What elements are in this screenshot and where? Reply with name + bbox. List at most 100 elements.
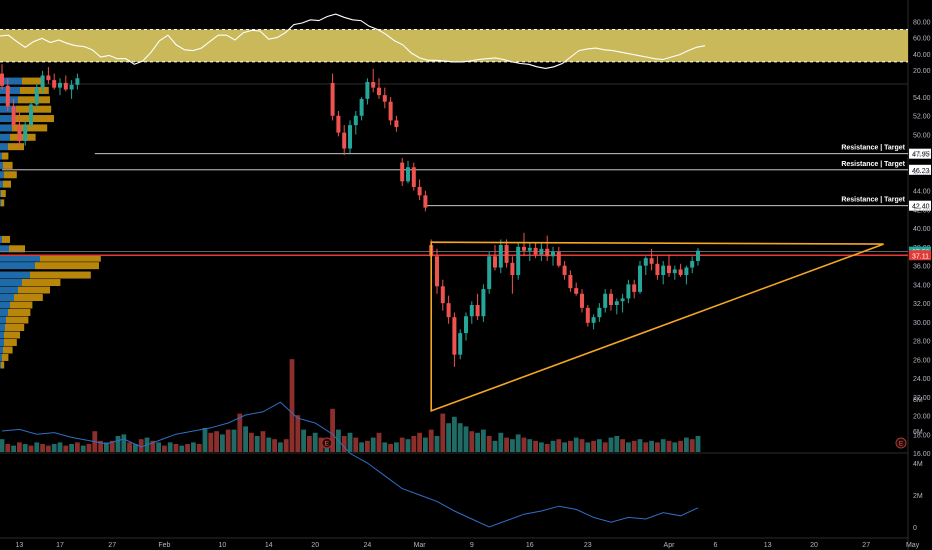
volume-bar	[341, 436, 347, 452]
volume-profile-bar	[14, 115, 54, 123]
candle-body	[34, 87, 39, 105]
candle-body	[446, 303, 451, 318]
volume-bar	[51, 444, 57, 452]
volume-profile-bar	[0, 235, 2, 243]
volume-bar	[156, 442, 161, 452]
level-price-tag	[909, 200, 931, 211]
volume-bar	[556, 439, 562, 452]
volume-profile-bar	[0, 316, 6, 324]
candle-body	[481, 289, 486, 317]
candle-body	[562, 265, 567, 276]
volume-bar	[591, 440, 596, 452]
price-tick-label: 32.00	[913, 301, 931, 308]
price-tick-label: 36.00	[913, 264, 931, 271]
volume-profile-bar	[0, 353, 2, 361]
volume-profile-bar	[0, 199, 1, 207]
volume-bar	[225, 429, 231, 452]
candle-body	[377, 87, 381, 96]
volume-bar	[544, 444, 550, 452]
rsi-band	[0, 29, 908, 62]
candle-body	[23, 125, 28, 142]
obv-panel: 8M 6M 4M 2M 0	[1, 397, 923, 532]
volume-bar	[202, 428, 208, 452]
volume-profile-bar	[0, 77, 22, 85]
time-tick-label: 27	[108, 542, 116, 549]
volume-bar	[272, 439, 277, 452]
candle-body	[638, 265, 642, 292]
candle-body	[359, 98, 364, 116]
candle-body	[440, 286, 445, 304]
volume-profile-bar	[35, 262, 99, 270]
candle-body	[17, 125, 22, 142]
volume-profile-bar	[18, 96, 50, 104]
volume-bar	[75, 442, 80, 452]
volume-bar	[533, 440, 538, 452]
candle-body	[516, 246, 521, 276]
candle-body	[388, 101, 393, 121]
price-tick-label: 44.00	[913, 189, 931, 196]
price-tick-label: 26.00	[913, 357, 931, 364]
volume-profile-bar	[30, 271, 91, 279]
time-tick-label: 6	[713, 542, 717, 549]
volume-profile-bar	[0, 190, 1, 198]
volume-bar	[695, 436, 701, 452]
resistance-label: Resistance | Target	[841, 161, 905, 168]
volume-profile-bar	[2, 152, 9, 160]
time-tick-label: 13	[16, 542, 24, 549]
time-tick-label: 16	[526, 542, 534, 549]
volume-bar	[283, 439, 289, 452]
candle-body	[417, 186, 422, 196]
volume-profile-bar	[0, 338, 4, 346]
volume-bar	[597, 439, 602, 452]
volume-profile-bar	[0, 180, 3, 188]
volume-bar	[649, 440, 654, 452]
time-tick-label: 20	[311, 542, 319, 549]
candle-body	[348, 125, 352, 149]
volume-bar	[127, 442, 132, 452]
volume-profile-bar	[22, 279, 61, 287]
candle-body	[75, 78, 80, 85]
volume-bar	[521, 437, 527, 452]
volume-bar	[278, 442, 283, 452]
current-price-tag	[909, 250, 931, 261]
volume-bar	[637, 439, 643, 452]
resistance-label: Resistance | Target	[841, 145, 905, 152]
time-tick-label: 13	[764, 542, 772, 549]
volume-bar	[376, 432, 382, 452]
volume-bar	[34, 442, 40, 452]
volume-bar	[411, 436, 417, 452]
volume-bar	[249, 432, 254, 452]
resistance-label: Resistance | Target	[841, 197, 905, 204]
volume-bar	[388, 444, 393, 452]
volume-bar	[434, 436, 440, 452]
volume-bar	[57, 442, 63, 452]
candle-body	[655, 263, 660, 276]
rsi-tick-label: 20.00	[913, 68, 931, 75]
volume-profile-bar	[10, 301, 33, 309]
volume-profile-bar	[8, 309, 31, 317]
time-tick-label: 14	[265, 542, 273, 549]
volume-profile-bar	[12, 124, 48, 132]
volume-profile-bar	[0, 143, 8, 151]
price-tick-label: 24.00	[913, 376, 931, 383]
candle-body	[336, 115, 341, 133]
time-tick-label: Apr	[664, 542, 676, 549]
candle-body	[40, 75, 45, 88]
obv-tick-label: 0	[913, 525, 917, 532]
volume-bar	[254, 436, 260, 452]
volume-profile-bar	[1, 361, 5, 369]
volume-profile-bar	[5, 324, 25, 332]
candle-body	[533, 247, 538, 255]
volume-profile-bar	[2, 353, 9, 361]
candle-body	[504, 245, 509, 263]
volume-bar	[562, 442, 567, 452]
volume-bar	[573, 437, 579, 452]
volume-bar	[208, 432, 214, 452]
price-tick-label: 52.00	[913, 114, 931, 121]
volume-bar	[405, 439, 411, 452]
price-tick-label: 50.00	[913, 132, 931, 139]
candle-body	[568, 275, 573, 289]
volume-profile-bar	[16, 105, 52, 113]
candle-body	[493, 256, 497, 268]
